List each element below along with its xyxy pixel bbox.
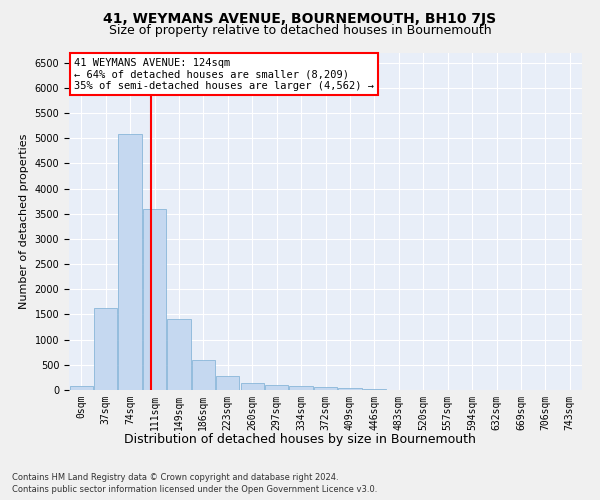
Bar <box>167 320 191 390</box>
Bar <box>314 387 337 390</box>
Text: Contains HM Land Registry data © Crown copyright and database right 2024.: Contains HM Land Registry data © Crown c… <box>12 472 338 482</box>
Bar <box>289 386 313 390</box>
Bar <box>363 389 386 390</box>
Text: Size of property relative to detached houses in Bournemouth: Size of property relative to detached ho… <box>109 24 491 37</box>
Bar <box>338 388 362 390</box>
Bar <box>70 386 93 390</box>
Text: 41 WEYMANS AVENUE: 124sqm
← 64% of detached houses are smaller (8,209)
35% of se: 41 WEYMANS AVENUE: 124sqm ← 64% of detac… <box>74 58 374 91</box>
Bar <box>216 376 239 390</box>
Bar <box>94 308 117 390</box>
Bar <box>241 382 264 390</box>
Y-axis label: Number of detached properties: Number of detached properties <box>19 134 29 309</box>
Text: Contains public sector information licensed under the Open Government Licence v3: Contains public sector information licen… <box>12 485 377 494</box>
Bar <box>265 385 288 390</box>
Text: Distribution of detached houses by size in Bournemouth: Distribution of detached houses by size … <box>124 432 476 446</box>
Bar <box>118 134 142 390</box>
Text: 41, WEYMANS AVENUE, BOURNEMOUTH, BH10 7JS: 41, WEYMANS AVENUE, BOURNEMOUTH, BH10 7J… <box>103 12 497 26</box>
Bar <box>143 208 166 390</box>
Bar <box>192 360 215 390</box>
